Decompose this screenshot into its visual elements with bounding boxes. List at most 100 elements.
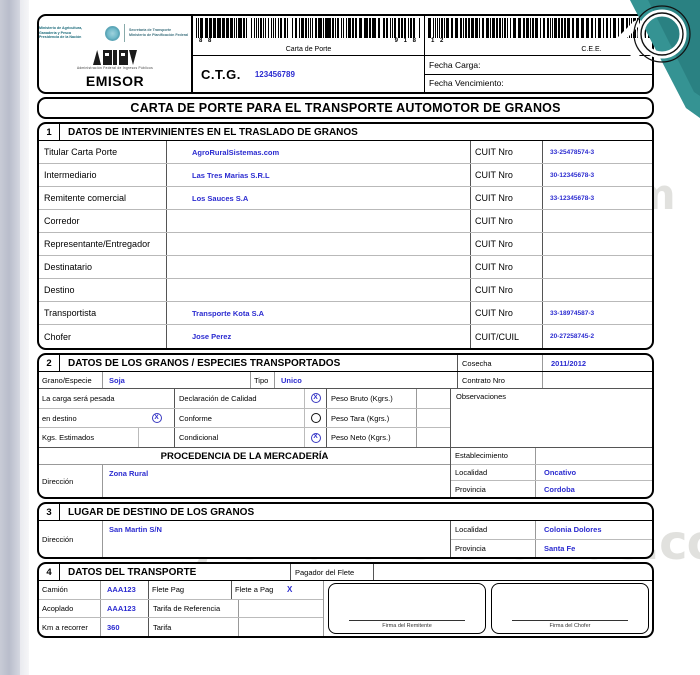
pesada-checkbox[interactable]: X xyxy=(139,408,175,428)
calidad-label-0: Declaración de Calidad xyxy=(175,389,305,408)
camion-row: Camión AAA123 Flete Pag Flete a Pag X xyxy=(39,581,323,600)
emisor-label: EMISOR xyxy=(85,73,145,89)
peso-label-2: Peso Neto (Kgrs.) xyxy=(327,428,417,448)
procedencia-title: PROCEDENCIA DE LA MERCADERÍA xyxy=(39,448,450,465)
destino-direccion-row: Dirección San Martin S/N xyxy=(39,521,451,557)
section-1-header: 1 DATOS DE INTERVINIENTES EN EL TRASLADO… xyxy=(39,124,652,141)
argentina-sun-icon xyxy=(105,25,120,41)
procedencia-direccion-row: Dirección Zona Rural xyxy=(39,465,450,497)
row-cuit-value[interactable]: 30-12345678-3 xyxy=(542,164,652,186)
peso-label-1: Peso Tara (Kgrs.) xyxy=(327,408,417,428)
destino-provincia-value[interactable]: Santa Fe xyxy=(544,543,576,553)
calidad-checkbox-2[interactable]: X xyxy=(305,428,327,448)
row-name[interactable] xyxy=(167,210,470,232)
destino-direccion-value[interactable]: San Martin S/N xyxy=(109,525,162,534)
km-value[interactable]: 360 xyxy=(101,618,149,636)
kgs-estimados-row: Kgs. Estimados Condicional X Peso Neto (… xyxy=(39,428,450,448)
tarifa-value[interactable] xyxy=(239,618,323,636)
transport-line-1: Secretaría de Transporte xyxy=(129,28,172,33)
peso-value-1[interactable] xyxy=(417,409,450,428)
tipo-value[interactable]: Unico xyxy=(281,375,302,385)
ctg-row: C.T.G. 123456789 Fecha Carga: 03 / 10 / … xyxy=(193,56,652,92)
row-label: Intermediario xyxy=(39,164,167,186)
table-row: Chofer Jose Perez CUIT/CUIL 20-27258745-2 xyxy=(39,325,652,348)
section-3-number: 3 xyxy=(39,504,60,520)
row-cuit-value[interactable] xyxy=(542,256,652,278)
signature-remitente[interactable]: Firma del Remitente xyxy=(328,583,486,634)
tarifa-referencia-label: Tarifa de Referencia xyxy=(149,599,239,618)
checkbox-mark xyxy=(310,413,321,423)
row-name[interactable]: Los Sauces S.A xyxy=(192,193,249,203)
row-cuit-label: CUIT Nro xyxy=(470,210,542,232)
table-row: Representante/Entregador CUIT Nro xyxy=(39,233,652,256)
row-name[interactable]: AgroRuralSistemas.com xyxy=(192,147,280,157)
contrato-value[interactable] xyxy=(542,372,652,388)
flete-a-pag-value[interactable]: X xyxy=(287,585,293,595)
pesada-row-1: La carga será pesada Declaración de Cali… xyxy=(39,389,450,409)
fecha-vencimiento-label: Fecha Vencimiento: xyxy=(429,78,504,89)
barcode-digits-left: 8 8 xyxy=(199,38,214,45)
calidad-checkbox-0[interactable]: X xyxy=(305,389,327,408)
destino-localidad-value[interactable]: Colonia Dolores xyxy=(544,525,602,535)
row-name[interactable] xyxy=(167,233,470,255)
observaciones-cell[interactable]: Observaciones xyxy=(451,389,652,447)
procedencia-direccion-label: Dirección xyxy=(39,465,103,497)
row-cuit-value[interactable] xyxy=(542,233,652,255)
row-label: Titular Carta Porte xyxy=(39,141,167,163)
destino-localidad-label: Localidad xyxy=(451,521,536,539)
flete-a-pag-label: Flete a Pag xyxy=(231,581,283,599)
grano-row: Grano/Especie Soja Tipo Unico Contrato N… xyxy=(39,372,652,389)
row-cuit-label: CUIT Nro xyxy=(470,302,542,324)
row-name[interactable]: Jose Perez xyxy=(192,332,232,341)
ministry-logos: Ministerio de Agricultura, Ganadería y P… xyxy=(39,21,191,45)
signature-chofer[interactable]: Firma del Chofer xyxy=(491,583,649,634)
camion-value[interactable]: AAA123 xyxy=(101,581,149,599)
emisor-cell: Ministerio de Agricultura, Ganadería y P… xyxy=(39,16,193,92)
acoplado-value[interactable]: AAA123 xyxy=(101,599,149,618)
table-row: Destinatario CUIT Nro xyxy=(39,256,652,279)
intervinientes-table: Titular Carta Porte AgroRuralSistemas.com… xyxy=(39,141,652,348)
row-cuit-value[interactable]: 33-25478574-3 xyxy=(542,141,652,163)
procedencia-localidad-value[interactable]: Oncativo xyxy=(544,468,577,477)
pagador-flete-value[interactable] xyxy=(374,564,652,580)
establecimiento-value[interactable] xyxy=(536,448,652,464)
procedencia-direccion-value[interactable]: Zona Rural xyxy=(109,469,149,478)
row-name[interactable]: Transporte Kota S.A xyxy=(192,308,265,318)
row-name[interactable] xyxy=(167,279,470,301)
row-name[interactable] xyxy=(167,256,470,278)
calidad-checkbox-1[interactable] xyxy=(305,408,327,428)
row-label: Representante/Entregador xyxy=(39,233,167,255)
procedencia-right: Establecimiento Localidad Oncativo Provi… xyxy=(451,448,652,497)
flete-pag-label: Flete Pag xyxy=(152,585,185,595)
form-header: Ministerio de Agricultura, Ganadería y P… xyxy=(37,14,654,94)
signature-line xyxy=(512,619,628,621)
table-row: Destino CUIT Nro xyxy=(39,279,652,302)
row-cuit-value[interactable] xyxy=(542,279,652,301)
destino-direccion-label: Dirección xyxy=(39,521,103,557)
peso-value-0[interactable] xyxy=(417,389,450,408)
section-4-title: DATOS DEL TRANSPORTE xyxy=(68,566,197,578)
barcode-digits-left: 1 2 xyxy=(431,38,446,45)
ministry-line-1: Ministerio de Agricultura, xyxy=(39,26,83,31)
row-cuit-value[interactable]: 33-12345678-3 xyxy=(542,187,652,209)
checkbox-mark: X xyxy=(151,413,162,423)
section-intervinientes: 1 DATOS DE INTERVINIENTES EN EL TRASLADO… xyxy=(37,122,654,350)
ministry-line-2: Ganadería y Pesca xyxy=(39,30,71,35)
section-3-header: 3 LUGAR DE DESTINO DE LOS GRANOS xyxy=(39,504,652,521)
procedencia-provincia-value[interactable]: Cordoba xyxy=(544,484,575,494)
section-transporte: 4 DATOS DEL TRANSPORTE Pagador del Flete… xyxy=(37,562,654,638)
row-cuit-value[interactable]: 20-27258745-2 xyxy=(542,325,652,348)
grano-especie-value[interactable]: Soja xyxy=(103,372,251,388)
procedencia-provincia-label: Provincia xyxy=(451,481,536,497)
row-cuit-value[interactable]: 33-18974587-3 xyxy=(542,302,652,324)
table-row: Titular Carta Porte AgroRuralSistemas.com… xyxy=(39,141,652,164)
peso-value-2[interactable] xyxy=(417,428,450,447)
kgs-estimados-value[interactable] xyxy=(139,428,175,448)
flete-pag-value[interactable] xyxy=(201,581,231,599)
tarifa-referencia-value[interactable] xyxy=(239,600,323,618)
row-cuit-label: CUIT Nro xyxy=(470,233,542,255)
row-name[interactable]: Las Tres Marias S.R.L xyxy=(192,170,270,180)
form-title-bar: CARTA DE PORTE PARA EL TRANSPORTE AUTOMO… xyxy=(37,97,654,119)
destino-body: Dirección San Martin S/N Localidad Colon… xyxy=(39,521,652,557)
row-cuit-value[interactable] xyxy=(542,210,652,232)
